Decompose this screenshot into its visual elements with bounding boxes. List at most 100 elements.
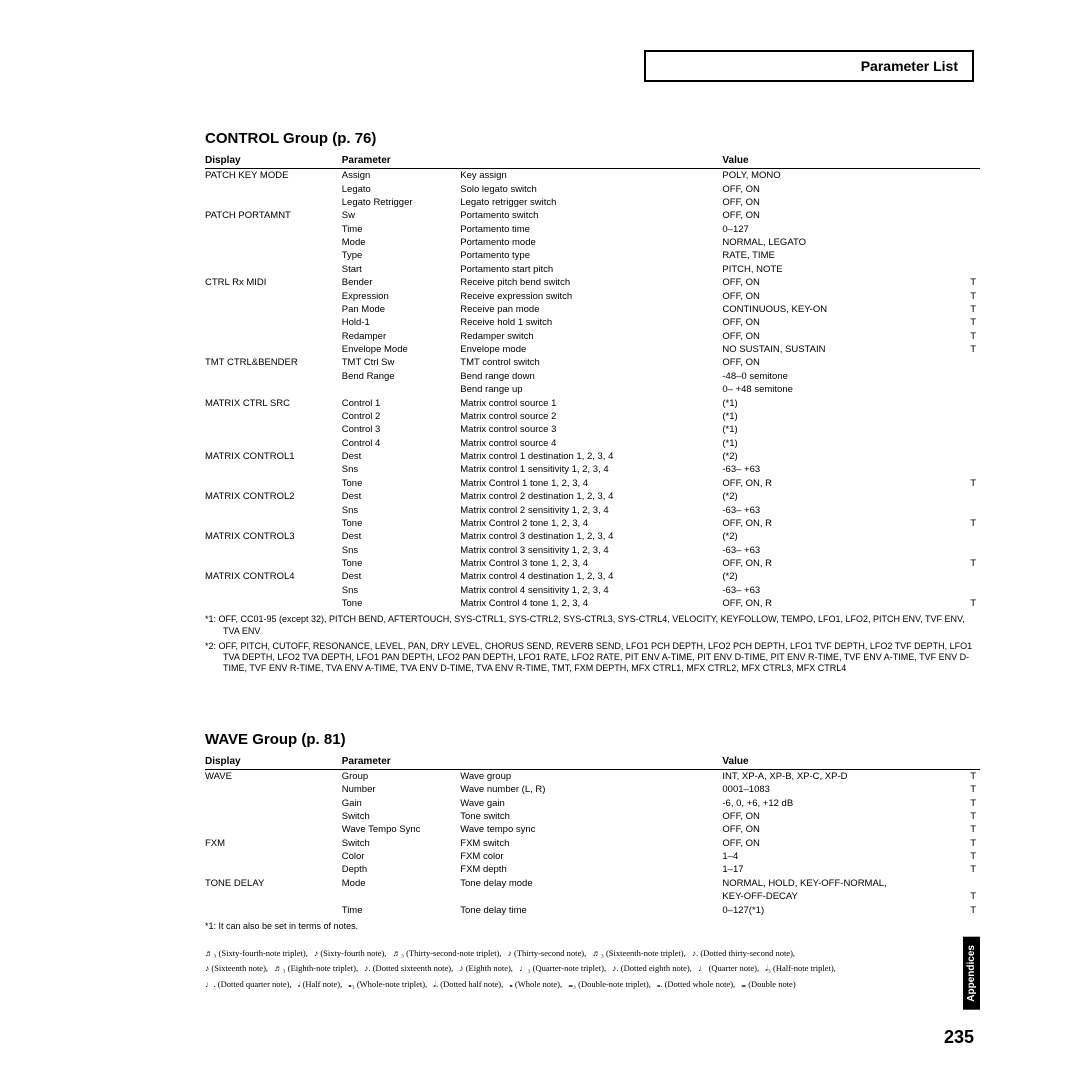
table-cell: Tone xyxy=(342,597,461,610)
table-cell: TMT CTRL&BENDER xyxy=(205,356,342,369)
table-cell xyxy=(205,463,342,476)
note-value-item: ♪. (Dotted eighth note), xyxy=(612,963,694,973)
table-cell: T xyxy=(962,303,980,316)
table-cell: T xyxy=(962,810,980,823)
table-row: SnsMatrix control 4 sensitivity 1, 2, 3,… xyxy=(205,584,980,597)
table-cell: OFF, ON xyxy=(722,837,961,850)
table-cell: KEY-OFF-DECAY xyxy=(722,890,961,903)
column-header: Display xyxy=(205,754,342,770)
table-cell: T xyxy=(962,837,980,850)
table-cell xyxy=(205,823,342,836)
table-cell: Sw xyxy=(342,209,461,222)
table-row: TimeTone delay time0–127(*1)T xyxy=(205,903,980,916)
table-cell: Portamento time xyxy=(460,223,722,236)
table-cell: (*1) xyxy=(722,437,961,450)
table-cell xyxy=(962,383,980,396)
table-row: SnsMatrix control 2 sensitivity 1, 2, 3,… xyxy=(205,503,980,516)
note-value-item: ♬₃ (Thirty-second-note triplet), xyxy=(393,948,504,958)
table-cell: -63– +63 xyxy=(722,463,961,476)
table-cell xyxy=(205,850,342,863)
table-cell: WAVE xyxy=(205,769,342,783)
table-cell: T xyxy=(962,330,980,343)
table-cell xyxy=(205,783,342,796)
note-value-item: ♪ (Thirty-second note), xyxy=(508,948,589,958)
table-cell xyxy=(205,863,342,876)
table-cell: (*1) xyxy=(722,410,961,423)
table-cell: OFF, ON xyxy=(722,196,961,209)
table-cell xyxy=(962,209,980,222)
table-cell: T xyxy=(962,783,980,796)
table-cell xyxy=(205,503,342,516)
table-cell: Matrix control source 4 xyxy=(460,437,722,450)
table-cell xyxy=(962,196,980,209)
table-cell: Portamento start pitch xyxy=(460,263,722,276)
table-row: MATRIX CONTROL3DestMatrix control 3 dest… xyxy=(205,530,980,543)
table-row: PATCH PORTAMNTSwPortamento switchOFF, ON xyxy=(205,209,980,222)
table-cell: FXM xyxy=(205,837,342,850)
table-cell: Dest xyxy=(342,490,461,503)
table-cell: Solo legato switch xyxy=(460,182,722,195)
table-row: FXMSwitchFXM switchOFF, ONT xyxy=(205,837,980,850)
table-cell: Color xyxy=(342,850,461,863)
table-cell: OFF, ON xyxy=(722,182,961,195)
table-cell: Wave gain xyxy=(460,796,722,809)
table-row: Hold-1Receive hold 1 switchOFF, ONT xyxy=(205,316,980,329)
note-value-line: ♬₃ (Sixty-fourth-note triplet), ♪ (Sixty… xyxy=(205,946,980,961)
table-cell: (*2) xyxy=(722,490,961,503)
table-cell: Tone delay mode xyxy=(460,877,722,890)
note-value-item: 𝅗𝅥 (Half note), xyxy=(298,979,345,989)
table-row: Control 3Matrix control source 3(*1) xyxy=(205,423,980,436)
table-cell: Legato retrigger switch xyxy=(460,196,722,209)
table-cell: Assign xyxy=(342,169,461,183)
table-cell: OFF, ON xyxy=(722,330,961,343)
table-row: TMT CTRL&BENDERTMT Ctrl SwTMT control sw… xyxy=(205,356,980,369)
table-row: KEY-OFF-DECAYT xyxy=(205,890,980,903)
table-cell: T xyxy=(962,903,980,916)
table-cell xyxy=(962,490,980,503)
table-cell: Matrix control 3 sensitivity 1, 2, 3, 4 xyxy=(460,544,722,557)
table-cell: OFF, ON xyxy=(722,810,961,823)
table-row: DepthFXM depth1–17T xyxy=(205,863,980,876)
table-cell: T xyxy=(962,597,980,610)
table-cell: Legato xyxy=(342,182,461,195)
table-cell: CTRL Rx MIDI xyxy=(205,276,342,289)
table-cell: Wave group xyxy=(460,769,722,783)
table-cell: OFF, ON xyxy=(722,209,961,222)
note-value-item: ♬₃ (Sixty-fourth-note triplet), xyxy=(205,948,310,958)
page-header-box: Parameter List xyxy=(644,50,974,82)
table-cell: TMT Ctrl Sw xyxy=(342,356,461,369)
table-cell: FXM switch xyxy=(460,837,722,850)
table-cell: Control 2 xyxy=(342,410,461,423)
table-cell xyxy=(205,263,342,276)
note-value-item: ♩. (Dotted quarter note), xyxy=(205,979,294,989)
parameter-table: DisplayParameterValueWAVEGroupWave group… xyxy=(205,754,980,917)
table-cell: -63– +63 xyxy=(722,503,961,516)
note-value-legend: ♬₃ (Sixty-fourth-note triplet), ♪ (Sixty… xyxy=(205,946,980,992)
table-row: PATCH KEY MODEAssignKey assignPOLY, MONO xyxy=(205,169,980,183)
table-cell: Portamento type xyxy=(460,249,722,262)
table-cell: FXM color xyxy=(460,850,722,863)
table-cell: Number xyxy=(342,783,461,796)
note-value-item: 𝅝. (Dotted whole note), xyxy=(657,979,737,989)
table-cell: T xyxy=(962,850,980,863)
section-title: CONTROL Group (p. 76) xyxy=(205,130,980,147)
table-cell xyxy=(205,544,342,557)
table-cell: MATRIX CTRL SRC xyxy=(205,396,342,409)
table-cell xyxy=(205,597,342,610)
table-cell: Legato Retrigger xyxy=(342,196,461,209)
table-cell: (*1) xyxy=(722,396,961,409)
table-cell: Time xyxy=(342,903,461,916)
note-value-line: ♩. (Dotted quarter note), 𝅗𝅥 (Half note)… xyxy=(205,977,980,992)
table-cell xyxy=(205,289,342,302)
table-cell xyxy=(962,236,980,249)
table-cell: Matrix Control 1 tone 1, 2, 3, 4 xyxy=(460,477,722,490)
table-cell: (*1) xyxy=(722,423,961,436)
table-cell: 0–127(*1) xyxy=(722,903,961,916)
table-cell: Hold-1 xyxy=(342,316,461,329)
table-cell: Dest xyxy=(342,450,461,463)
table-row: SnsMatrix control 1 sensitivity 1, 2, 3,… xyxy=(205,463,980,476)
table-cell: Start xyxy=(342,263,461,276)
table-cell xyxy=(342,890,461,903)
note-value-item: ♩ (Quarter note), xyxy=(698,963,761,973)
table-cell: INT, XP-A, XP-B, XP-C, XP-D xyxy=(722,769,961,783)
